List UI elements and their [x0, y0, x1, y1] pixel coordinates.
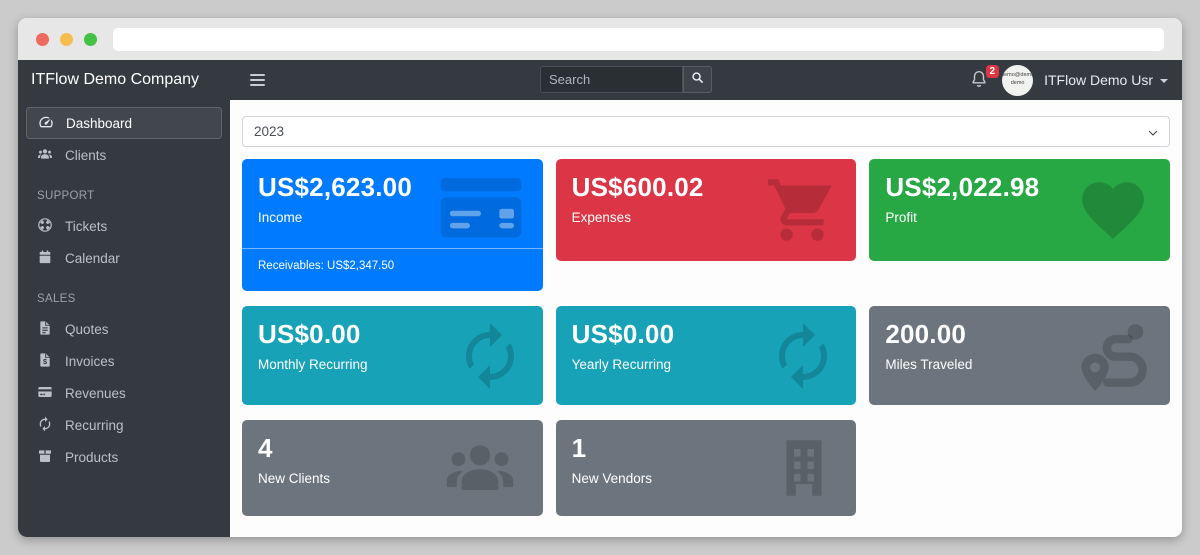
building-icon	[769, 430, 839, 506]
miles-traveled-card: 200.00 Miles Traveled	[869, 306, 1170, 405]
top-navbar: ITFlow Demo Company 2 demo	[18, 60, 1182, 100]
browser-window: ITFlow Demo Company 2 demo	[18, 18, 1182, 537]
new-vendors-label: New Vendors	[571, 471, 652, 486]
sidebar-item-clients[interactable]: Clients	[26, 139, 222, 171]
notification-count-badge: 2	[985, 65, 1000, 78]
sync-icon	[37, 416, 53, 435]
sidebar-item-revenues[interactable]: Revenues	[26, 377, 222, 409]
monthly-recurring-card: US$0.00 Monthly Recurring	[242, 306, 543, 405]
browser-chrome	[18, 18, 1182, 60]
close-window-button[interactable]	[36, 32, 49, 46]
bell-icon	[969, 70, 989, 94]
sync-icon	[767, 320, 839, 392]
sync-icon	[454, 320, 526, 392]
new-vendors-value: 1	[571, 433, 587, 463]
credit-card-icon	[436, 173, 526, 239]
select-chevron-icon	[1148, 124, 1158, 139]
life-ring-icon	[37, 217, 53, 236]
miles-traveled-value: 200.00	[885, 319, 967, 349]
sidebar-section-support: SUPPORT	[37, 190, 95, 202]
calendar-icon	[37, 249, 53, 268]
yearly-recurring-value: US$0.00	[571, 319, 675, 349]
main-content: 2023 US$2,623.00 Income Receivables: US$…	[230, 100, 1182, 537]
sidebar-item-tickets[interactable]: Tickets	[26, 210, 222, 242]
income-card: US$2,623.00 Income Receivables: US$2,347…	[242, 159, 543, 291]
expenses-card: US$600.02 Expenses	[555, 159, 857, 261]
svg-text:$: $	[43, 357, 47, 366]
sidebar-section-sales: SALES	[37, 293, 76, 305]
user-menu[interactable]: ITFlow Demo Usr	[1044, 72, 1168, 88]
sidebar-item-products[interactable]: Products	[26, 441, 222, 473]
sidebar-toggle-icon[interactable]	[250, 74, 265, 86]
users-icon	[434, 430, 526, 506]
navbar-right: 2 demo@demo demo ITFlow Demo Usr	[969, 64, 1182, 96]
tachometer-icon	[38, 114, 54, 133]
file-invoice-dollar-icon: $	[37, 352, 53, 371]
box-icon	[37, 448, 53, 467]
app: ITFlow Demo Company 2 demo	[18, 60, 1182, 537]
new-clients-label: New Clients	[258, 471, 331, 486]
new-clients-card: 4 New Clients	[242, 420, 543, 516]
chevron-down-icon	[1160, 79, 1168, 83]
yearly-recurring-card: US$0.00 Yearly Recurring	[555, 306, 857, 405]
search-button[interactable]	[683, 66, 712, 93]
avatar[interactable]: demo@demo demo	[1001, 64, 1034, 96]
stats-cards: US$2,623.00 Income Receivables: US$2,347…	[242, 159, 1170, 516]
search-form	[540, 66, 712, 93]
income-value: US$2,623.00	[258, 172, 412, 202]
shopping-cart-icon	[765, 173, 839, 247]
search-input[interactable]	[540, 66, 683, 93]
file-lines-icon	[37, 320, 53, 339]
credit-card-icon	[37, 384, 53, 403]
sidebar-item-recurring[interactable]: Recurring	[26, 409, 222, 441]
income-receivables: Receivables: US$2,347.50	[258, 260, 395, 272]
minimize-window-button[interactable]	[60, 32, 73, 46]
sidebar-item-dashboard[interactable]: Dashboard	[26, 107, 222, 139]
sidebar-item-invoices[interactable]: $ Invoices	[26, 345, 222, 377]
zoom-window-button[interactable]	[84, 32, 97, 46]
year-select-value: 2023	[254, 124, 285, 139]
year-select[interactable]: 2023	[242, 116, 1170, 147]
expenses-label: Expenses	[571, 210, 631, 225]
monthly-recurring-value: US$0.00	[258, 319, 361, 349]
new-clients-value: 4	[258, 433, 273, 463]
sidebar-item-calendar[interactable]: Calendar	[26, 242, 222, 274]
heart-icon	[1073, 173, 1153, 247]
card-divider	[242, 248, 543, 249]
notifications-button[interactable]: 2	[969, 65, 1000, 94]
monthly-recurring-label: Monthly Recurring	[258, 357, 368, 372]
traffic-lights	[36, 32, 97, 46]
company-brand[interactable]: ITFlow Demo Company	[31, 71, 200, 88]
yearly-recurring-label: Yearly Recurring	[571, 357, 671, 372]
url-bar[interactable]	[113, 27, 1164, 51]
sidebar-item-quotes[interactable]: Quotes	[26, 313, 222, 345]
profit-card: US$2,022.98 Profit	[869, 159, 1170, 261]
profit-value: US$2,022.98	[885, 172, 1040, 202]
income-label: Income	[258, 210, 303, 225]
miles-traveled-label: Miles Traveled	[885, 357, 973, 372]
search-icon	[690, 70, 705, 90]
expenses-value: US$600.02	[571, 172, 704, 202]
user-name: ITFlow Demo Usr	[1044, 72, 1153, 88]
users-icon	[37, 146, 53, 165]
route-icon	[1075, 317, 1153, 395]
sidebar: Dashboard Clients SUPPORT Tickets Calend…	[18, 100, 230, 537]
new-vendors-card: 1 New Vendors	[555, 420, 857, 516]
profit-label: Profit	[885, 210, 917, 225]
